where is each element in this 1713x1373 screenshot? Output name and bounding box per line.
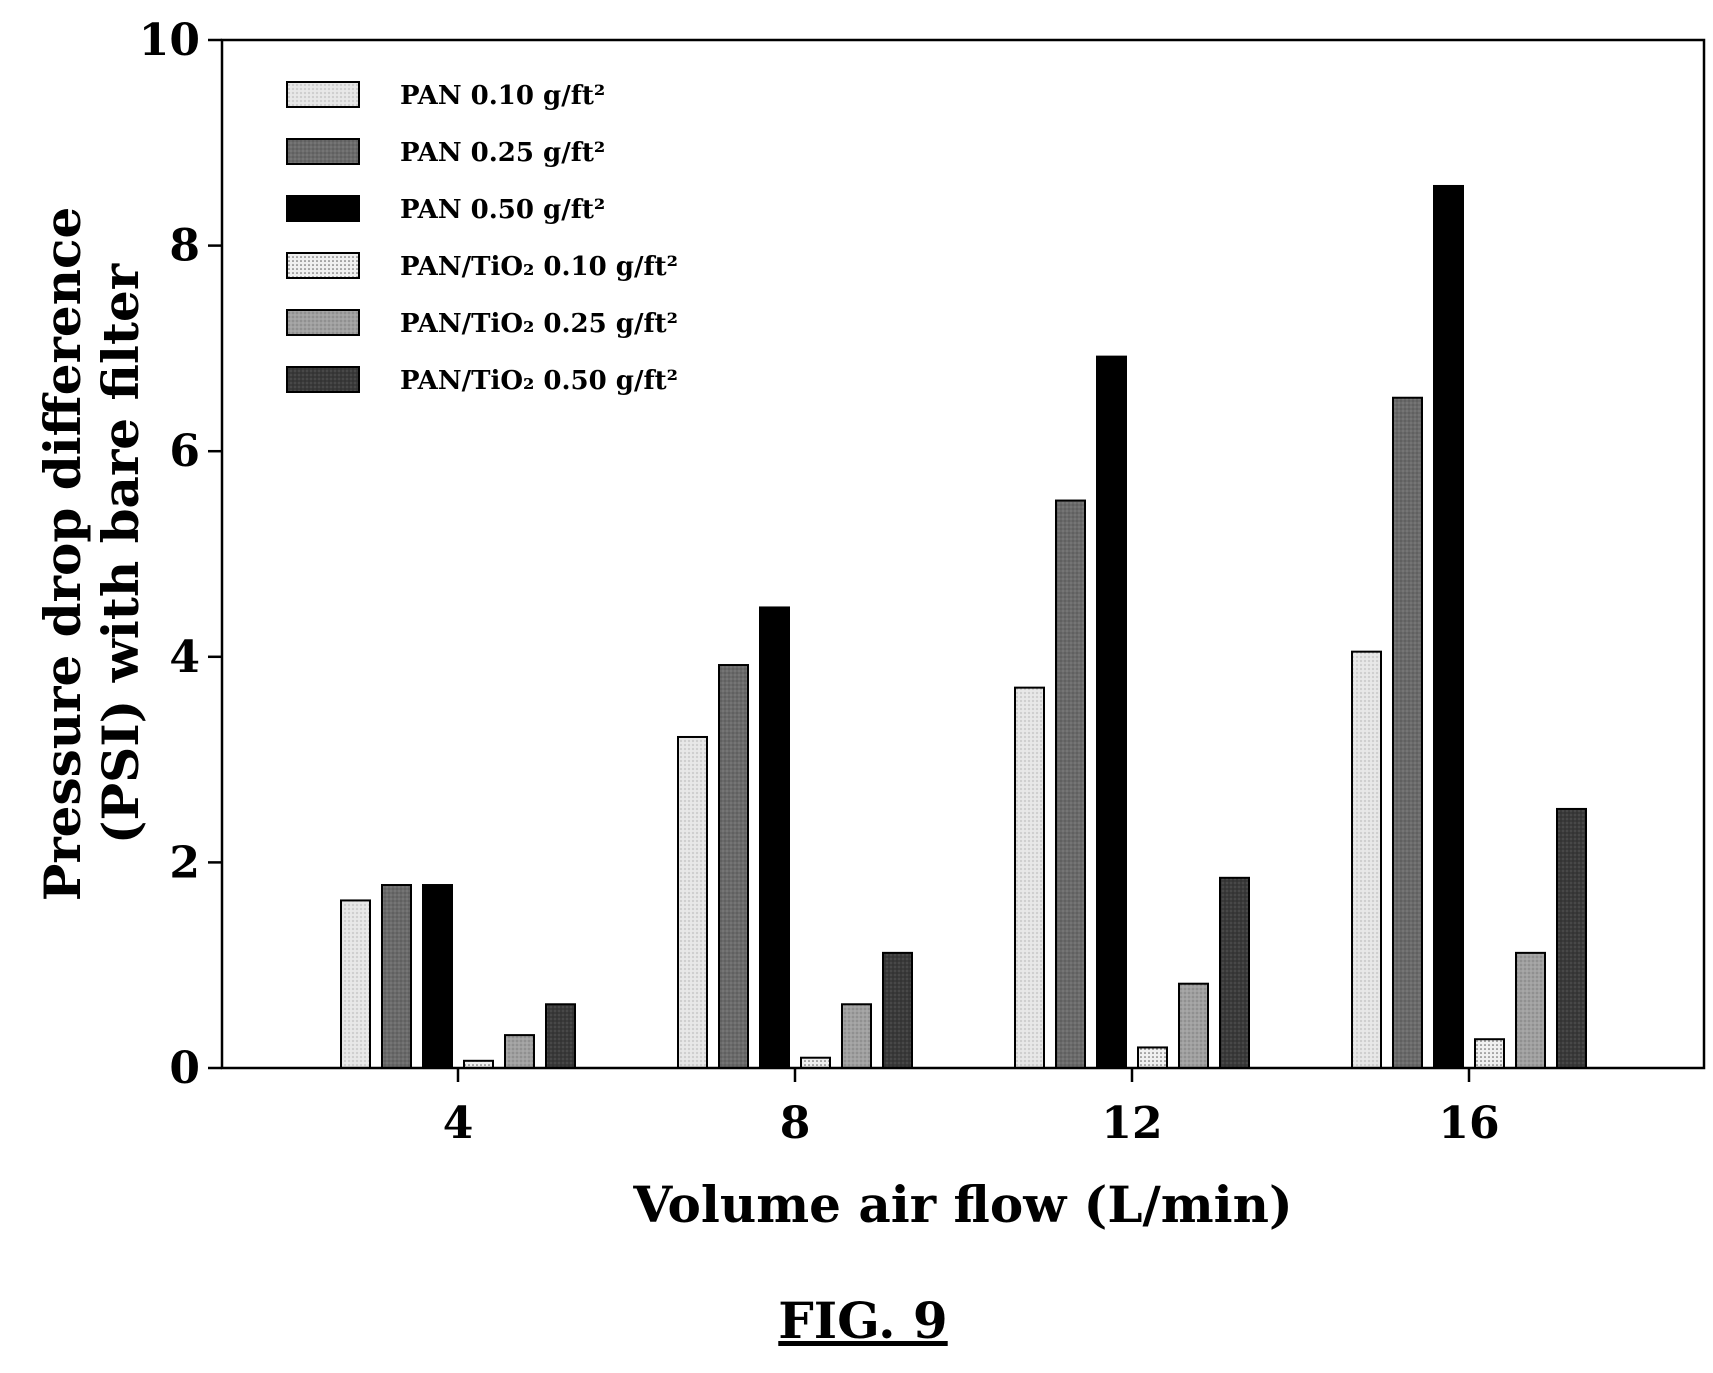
y-tick-label: 0 [169,1043,200,1094]
bar [800,1056,831,1069]
legend-swatch [286,81,360,108]
bars-group [340,184,1587,1070]
plot-frame [220,38,1706,1070]
bar [1096,355,1127,1069]
bar [1392,396,1423,1069]
bar [1351,650,1382,1069]
bar [422,884,453,1069]
legend-label: PAN/TiO₂ 0.10 g/ft² [400,252,678,282]
y-axis-title-line1: Pressure drop difference [33,207,92,902]
bar [1474,1038,1505,1069]
legend-swatch [286,309,360,336]
bar [759,606,790,1069]
bar [381,884,412,1069]
y-axis-title-line2: (PSI) with bare filter [91,263,150,844]
bar [1055,499,1086,1069]
y-tick-label: 8 [169,221,200,272]
bar [718,664,749,1069]
figure-label: FIG. 9 [778,1291,947,1350]
bar [545,1003,576,1069]
x-tick-label: 12 [1101,1098,1162,1149]
bar [1515,951,1546,1070]
bar [1178,982,1209,1069]
y-axis: 0 2 4 6 8 10 [139,15,222,1094]
x-axis-title: Volume air flow (L/min) [632,1175,1292,1234]
bar [841,1003,872,1069]
bar [340,899,371,1069]
y-tick-label: 10 [139,15,200,66]
bar [504,1034,535,1070]
legend-swatch [286,138,360,165]
legend: PAN 0.10 g/ft² PAN 0.25 g/ft² PAN 0.50 g/f… [286,81,678,396]
legend-label: PAN 0.50 g/ft² [400,195,605,225]
bar [1014,686,1045,1069]
legend-swatch [286,252,360,279]
legend-label: PAN 0.10 g/ft² [400,81,605,111]
legend-label: PAN/TiO₂ 0.25 g/ft² [400,309,678,339]
legend-swatch [286,195,360,222]
legend-label: PAN/TiO₂ 0.50 g/ft² [400,366,678,396]
x-axis: 4 8 12 16 [443,1068,1500,1149]
y-tick-label: 4 [169,632,200,683]
bar [1556,807,1587,1069]
bar [882,951,913,1070]
bar [1219,876,1250,1069]
x-tick-label: 16 [1438,1098,1499,1149]
y-tick-label: 6 [169,426,200,477]
y-tick-label: 2 [169,837,200,888]
bar [677,735,708,1069]
bar [1137,1046,1168,1069]
legend-swatch [286,366,360,393]
x-tick-label: 8 [780,1098,811,1149]
bar [1433,184,1464,1069]
legend-label: PAN 0.25 g/ft² [400,138,605,168]
x-tick-label: 4 [443,1098,474,1149]
